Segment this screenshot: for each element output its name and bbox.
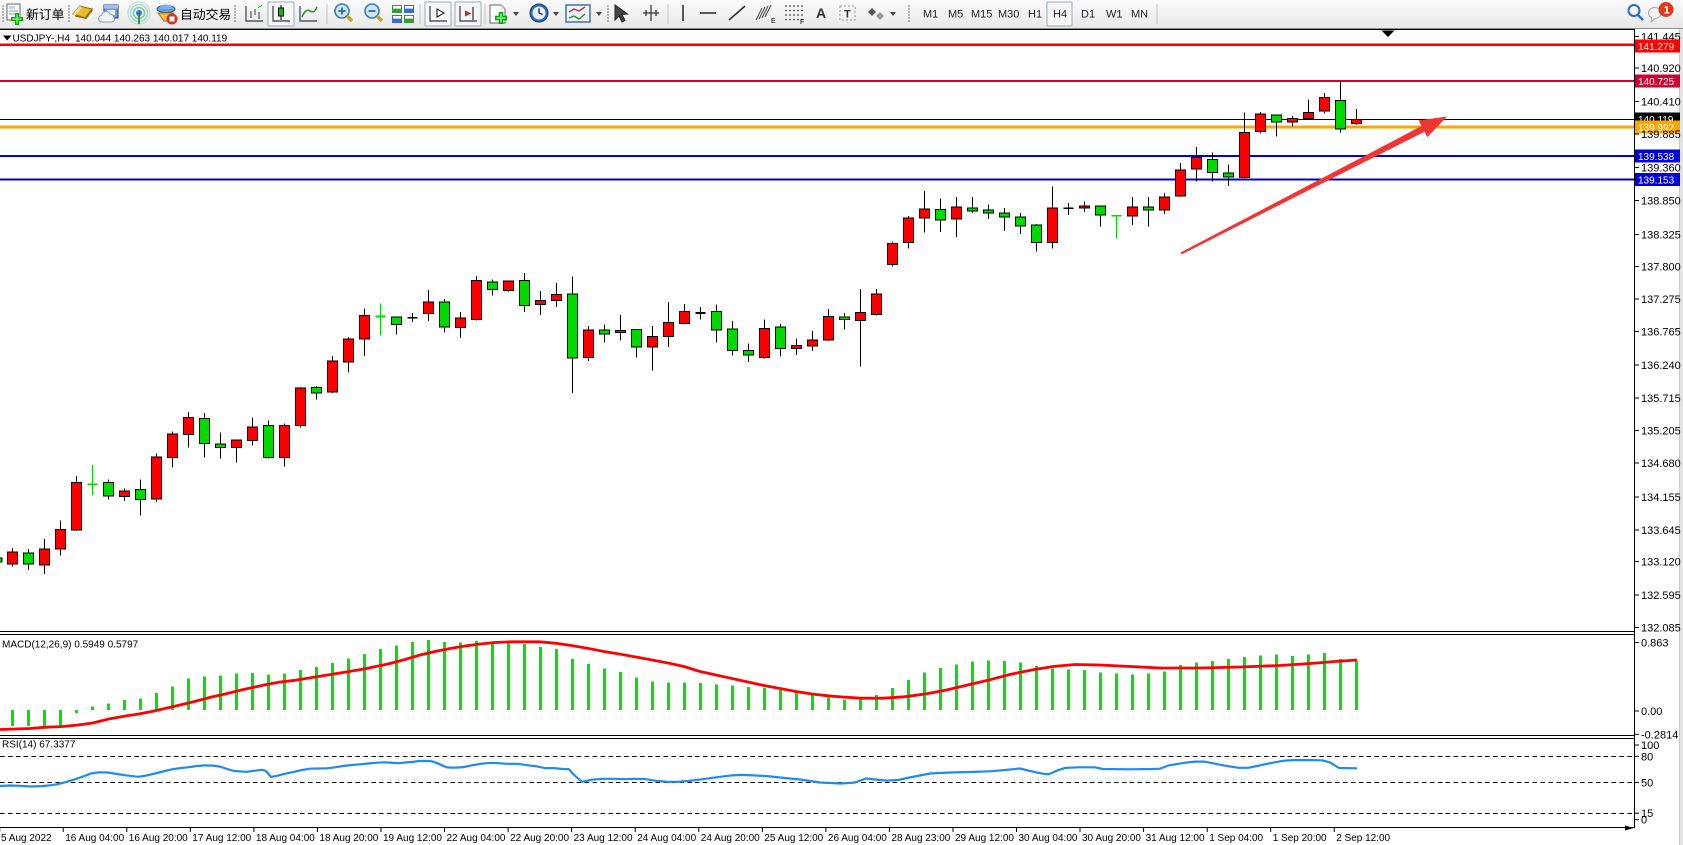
svg-text:0.00: 0.00	[1641, 706, 1662, 718]
svg-text:30 Aug 04:00: 30 Aug 04:00	[1019, 833, 1078, 844]
svg-text:D1: D1	[1081, 9, 1095, 21]
svg-text:USDJPY-,H4: USDJPY-,H4	[13, 34, 71, 45]
svg-text:1 Sep 04:00: 1 Sep 04:00	[1209, 833, 1263, 844]
svg-text:24 Aug 04:00: 24 Aug 04:00	[637, 833, 696, 844]
svg-text:137.275: 137.275	[1641, 294, 1681, 306]
svg-text:M30: M30	[998, 9, 1019, 21]
svg-text:134.155: 134.155	[1641, 492, 1681, 504]
svg-text:M1: M1	[923, 9, 938, 21]
svg-text:135.715: 135.715	[1641, 393, 1681, 405]
svg-text:31 Aug 12:00: 31 Aug 12:00	[1146, 833, 1205, 844]
svg-text:25 Aug 12:00: 25 Aug 12:00	[764, 833, 823, 844]
svg-text:140.725: 140.725	[1638, 77, 1675, 88]
svg-text:22 Aug 20:00: 22 Aug 20:00	[510, 833, 569, 844]
svg-text:30 Aug 20:00: 30 Aug 20:00	[1082, 833, 1141, 844]
svg-text:28 Aug 23:00: 28 Aug 23:00	[891, 833, 950, 844]
svg-text:100: 100	[1641, 740, 1659, 752]
svg-text:0.863: 0.863	[1641, 638, 1669, 650]
svg-text:140.920: 140.920	[1641, 63, 1681, 75]
svg-text:80: 80	[1641, 751, 1653, 763]
svg-text:138.325: 138.325	[1641, 230, 1681, 242]
svg-text:136.765: 136.765	[1641, 327, 1681, 339]
svg-text:24 Aug 20:00: 24 Aug 20:00	[701, 833, 760, 844]
svg-text:141.279: 141.279	[1638, 42, 1675, 53]
svg-text:133.645: 133.645	[1641, 525, 1681, 537]
svg-text:139.360: 139.360	[1641, 163, 1681, 175]
svg-text:139.538: 139.538	[1638, 152, 1675, 163]
svg-text:16 Aug 20:00: 16 Aug 20:00	[129, 833, 188, 844]
svg-text:W1: W1	[1106, 9, 1123, 21]
svg-text:5 Aug 2022: 5 Aug 2022	[1, 833, 52, 844]
svg-text:MN: MN	[1131, 9, 1148, 21]
svg-text:RSI(14) 67.3377: RSI(14) 67.3377	[2, 740, 76, 751]
svg-text:140.410: 140.410	[1641, 97, 1681, 109]
svg-text:A: A	[816, 5, 826, 21]
svg-text:16 Aug 04:00: 16 Aug 04:00	[65, 833, 124, 844]
svg-text:139.153: 139.153	[1638, 176, 1675, 187]
svg-text:M5: M5	[948, 9, 963, 21]
svg-text:H1: H1	[1028, 9, 1042, 21]
svg-text:137.800: 137.800	[1641, 262, 1681, 274]
svg-text:19 Aug 12:00: 19 Aug 12:00	[383, 833, 442, 844]
svg-text:133.120: 133.120	[1641, 557, 1681, 569]
svg-text:136.240: 136.240	[1641, 360, 1681, 372]
svg-text:140.044 140.263 140.017 140.11: 140.044 140.263 140.017 140.119	[75, 34, 228, 45]
svg-text:26 Aug 04:00: 26 Aug 04:00	[828, 833, 887, 844]
svg-text:M15: M15	[971, 9, 992, 21]
svg-text:1: 1	[1664, 5, 1670, 17]
svg-text:H4: H4	[1053, 9, 1067, 21]
svg-text:MACD(12,26,9) 0.5949 0.5797: MACD(12,26,9) 0.5949 0.5797	[2, 640, 139, 651]
svg-text:22 Aug 04:00: 22 Aug 04:00	[447, 833, 506, 844]
svg-text:50: 50	[1641, 777, 1653, 789]
svg-text:139.992: 139.992	[1638, 123, 1675, 134]
svg-text:-0.2814: -0.2814	[1641, 729, 1678, 741]
svg-text:135.205: 135.205	[1641, 426, 1681, 438]
svg-text:132.595: 132.595	[1641, 590, 1681, 602]
svg-text:139.885: 139.885	[1641, 129, 1681, 141]
svg-text:23 Aug 12:00: 23 Aug 12:00	[574, 833, 633, 844]
svg-text:F: F	[800, 19, 804, 26]
svg-text:1 Sep 20:00: 1 Sep 20:00	[1273, 833, 1327, 844]
svg-text:T: T	[844, 9, 851, 21]
svg-text:0: 0	[1641, 815, 1647, 827]
svg-text:17 Aug 12:00: 17 Aug 12:00	[192, 833, 251, 844]
svg-text:134.680: 134.680	[1641, 458, 1681, 470]
svg-text:29 Aug 12:00: 29 Aug 12:00	[955, 833, 1014, 844]
svg-text:132.085: 132.085	[1641, 623, 1681, 635]
svg-text:15: 15	[1641, 808, 1653, 820]
svg-text:18 Aug 20:00: 18 Aug 20:00	[319, 833, 378, 844]
svg-text:E: E	[771, 18, 776, 25]
svg-text:2 Sep 12:00: 2 Sep 12:00	[1336, 833, 1390, 844]
svg-text:138.850: 138.850	[1641, 196, 1681, 208]
svg-text:18 Aug 04:00: 18 Aug 04:00	[256, 833, 315, 844]
